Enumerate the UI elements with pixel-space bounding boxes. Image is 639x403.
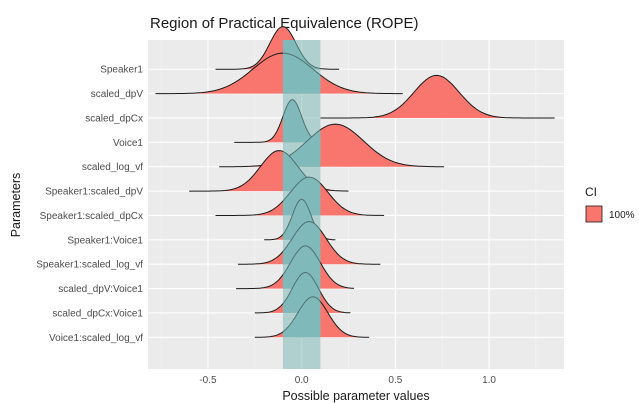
plot-panel xyxy=(148,40,564,369)
y-tick-label: Speaker1 xyxy=(100,65,143,76)
ridge-area xyxy=(320,75,555,118)
x-tick-label: 1.0 xyxy=(482,375,496,386)
ridge-area xyxy=(219,124,445,167)
legend-label-100: 100% xyxy=(609,210,635,221)
x-axis-title: Possible parameter values xyxy=(282,389,429,403)
ridges xyxy=(155,26,555,369)
ridge-scaled_dpCx xyxy=(320,74,555,119)
y-axis-title: Parameters xyxy=(9,173,23,238)
y-tick-label: Voice1:scaled_log_vf xyxy=(49,333,143,344)
ridge-outline xyxy=(320,74,555,119)
x-tick-label: 0.0 xyxy=(295,375,309,386)
ridge-area xyxy=(215,26,340,70)
chart-title: Region of Practical Equivalence (ROPE) xyxy=(150,15,418,32)
ridge-area xyxy=(155,53,403,94)
ridge-outline xyxy=(155,52,403,95)
legend-swatch-100 xyxy=(585,205,603,223)
x-tick-label: 0.5 xyxy=(388,375,402,386)
x-tick-labels: -0.5 0.0 0.5 1.0 xyxy=(199,375,496,386)
y-tick-label: Speaker1:scaled_log_vf xyxy=(36,260,143,271)
x-tick-label: -0.5 xyxy=(199,375,217,386)
y-tick-label: scaled_dpV:Voice1 xyxy=(58,284,143,295)
y-tick-labels: Speaker1 scaled_dpV scaled_dpCx Voice1 scale… xyxy=(36,65,143,344)
y-tick-label: Speaker1:scaled_dpV xyxy=(45,187,143,198)
y-tick-label: scaled_dpCx xyxy=(85,113,143,124)
rope-band xyxy=(282,40,321,369)
y-tick-label: Voice1 xyxy=(113,138,143,149)
y-tick-label: Speaker1:Voice1 xyxy=(67,235,143,246)
y-tick-label: scaled_log_vf xyxy=(82,162,143,173)
y-tick-label: scaled_dpV xyxy=(91,89,144,100)
y-tick-label: scaled_dpCx:Voice1 xyxy=(52,308,143,319)
ridge-outline xyxy=(219,123,445,168)
legend-title: CI xyxy=(585,185,597,199)
y-tick-label: Speaker1:scaled_dpCx xyxy=(40,211,143,222)
legend: CI 100% xyxy=(585,185,635,223)
